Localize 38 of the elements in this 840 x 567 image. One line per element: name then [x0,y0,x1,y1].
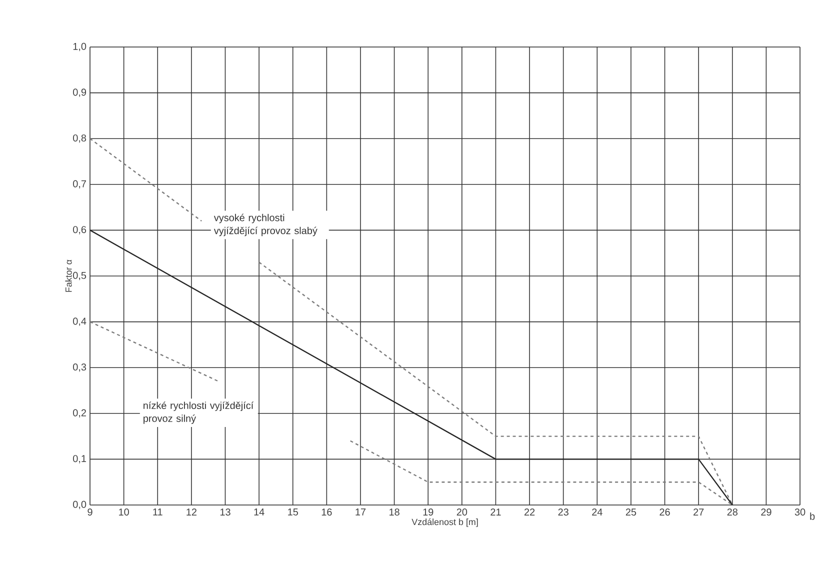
x-tick-label: 12 [186,508,196,516]
y-tick-label: 0,8 [73,134,86,143]
x-tick-label: 29 [761,508,772,516]
x-tick-label: 17 [356,508,366,516]
y-tick-label: 0,5 [73,272,86,280]
y-tick-label: 0,1 [73,455,86,464]
x-tick-label: 23 [558,508,568,516]
annotation: vysoké rychlosti vyjíždějící provoz slabý [214,214,318,236]
x-tick-label: 28 [727,508,738,516]
y-axis-title: Faktor α [65,260,72,292]
x-axis-title: Vzdálenost b [m] [412,518,478,527]
y-tick-label: 0,2 [73,409,86,418]
x-tick-label: 11 [153,508,162,516]
y-tick-label: 0,9 [73,88,86,97]
x-tick-label: 14 [254,508,264,516]
y-tick-label: 1,0 [73,42,86,52]
x-tick-label: 16 [322,508,332,516]
x-tick-label: 22 [524,508,535,516]
x-tick-label: 24 [592,508,602,516]
x-tick-label: 18 [390,508,400,516]
x-tick-label: 21 [490,508,501,516]
y-tick-label: 0,4 [73,318,86,326]
x-tick-label: 15 [288,508,298,516]
annotation: nízké rychlosti vyjíždějící provoz silný [144,402,254,424]
x-tick-label: 26 [660,508,670,516]
x-tick-label: 25 [626,508,636,516]
x-tick-label: 9 [88,508,92,516]
x-tick-label: 30 [794,508,806,516]
x-tick-label: 27 [694,508,704,516]
x-tick-label: 13 [220,508,230,516]
y-tick-label: 0,6 [73,226,86,234]
y-tick-label: 0,0 [73,500,86,510]
text: b [810,512,815,520]
x-tick-label: 20 [456,508,468,516]
x-tick-label: 19 [423,508,434,516]
x-tick-label: 10 [119,508,129,516]
y-tick-label: 0,3 [73,363,86,372]
y-tick-label: 0,7 [73,180,86,189]
